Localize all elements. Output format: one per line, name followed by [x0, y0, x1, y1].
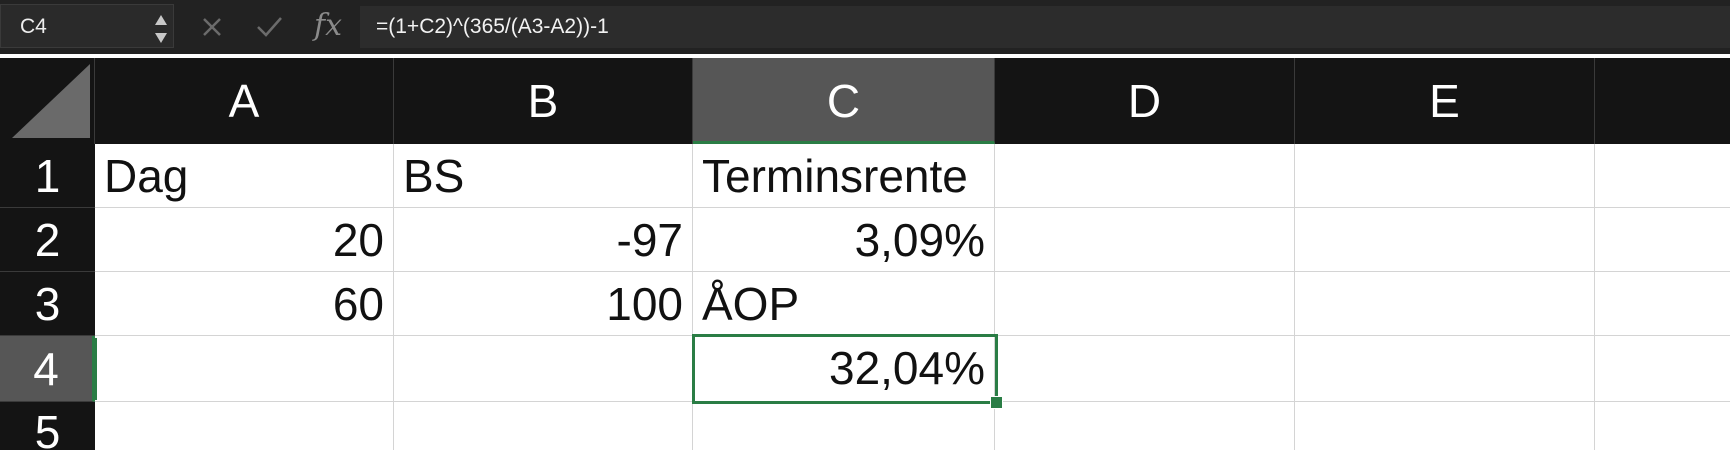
column-header-d[interactable]: D: [995, 58, 1295, 144]
cell-c2-value: 3,09%: [854, 214, 985, 266]
fill-handle[interactable]: [990, 396, 1003, 409]
cell-a3[interactable]: 60: [95, 272, 394, 336]
cell-d2[interactable]: [995, 208, 1295, 272]
cell-b4[interactable]: [394, 336, 693, 402]
cell-a1-value: Dag: [104, 150, 189, 202]
cell-d3[interactable]: [995, 272, 1295, 336]
cell-a4[interactable]: [95, 336, 394, 402]
cell-f2[interactable]: [1595, 208, 1730, 272]
cell-f4[interactable]: [1595, 336, 1730, 402]
name-box-stepper-icon[interactable]: [151, 12, 171, 46]
column-header-b[interactable]: B: [394, 58, 693, 144]
column-header-e[interactable]: E: [1295, 58, 1595, 144]
name-box-value: C4: [20, 15, 47, 38]
column-header-c[interactable]: C: [693, 58, 995, 144]
cell-b5[interactable]: [394, 402, 693, 450]
cell-c4[interactable]: 32,04%: [693, 336, 995, 402]
function-icon[interactable]: fx: [314, 8, 343, 43]
row-header-2[interactable]: 2: [0, 208, 95, 272]
formula-text: =(1+C2)^(365/(A3-A2))-1: [376, 15, 609, 38]
cell-b3[interactable]: 100: [394, 272, 693, 336]
cell-b2[interactable]: -97: [394, 208, 693, 272]
cell-f5[interactable]: [1595, 402, 1730, 450]
cell-a3-value: 60: [332, 278, 384, 330]
cell-e3[interactable]: [1295, 272, 1595, 336]
cell-d5[interactable]: [995, 402, 1295, 450]
cell-d4[interactable]: [995, 336, 1295, 402]
cell-e1[interactable]: [1295, 144, 1595, 208]
cell-e5[interactable]: [1295, 402, 1595, 450]
column-header-a[interactable]: A: [95, 58, 394, 144]
name-box[interactable]: C4: [0, 4, 174, 48]
cell-a1[interactable]: Dag: [95, 144, 394, 208]
cell-a5[interactable]: [95, 402, 394, 450]
row-header-5[interactable]: 5: [34, 406, 61, 450]
confirm-icon[interactable]: [254, 12, 284, 42]
cell-c1[interactable]: Terminsrente: [693, 144, 995, 208]
cell-c3-value: ÅOP: [702, 278, 800, 330]
cell-c4-value: 32,04%: [828, 342, 985, 394]
cell-c2[interactable]: 3,09%: [693, 208, 995, 272]
row-header-1[interactable]: 1: [0, 144, 95, 208]
cell-b1-value: BS: [403, 150, 465, 202]
column-header-f[interactable]: [1595, 58, 1730, 144]
row-header-4[interactable]: 4: [0, 336, 95, 402]
formula-bar: C4 fx =(1+C2)^(365/(A3-A2))-1: [0, 0, 1730, 54]
formula-input[interactable]: =(1+C2)^(365/(A3-A2))-1: [360, 6, 1730, 48]
cell-b1[interactable]: BS: [394, 144, 693, 208]
cell-a2-value: 20: [332, 214, 384, 266]
cell-f3[interactable]: [1595, 272, 1730, 336]
cell-c1-value: Terminsrente: [702, 150, 968, 202]
select-all-corner[interactable]: [0, 58, 95, 144]
cancel-icon[interactable]: [197, 12, 227, 42]
cell-f1[interactable]: [1595, 144, 1730, 208]
cell-b2-value: -97: [616, 214, 683, 266]
cell-a2[interactable]: 20: [95, 208, 394, 272]
cell-c3[interactable]: ÅOP: [693, 272, 995, 336]
cell-e2[interactable]: [1295, 208, 1595, 272]
cell-e4[interactable]: [1295, 336, 1595, 402]
row-header-3[interactable]: 3: [0, 272, 95, 336]
active-row-marker: [95, 338, 97, 400]
cell-b3-value: 100: [606, 278, 683, 330]
cell-c5[interactable]: [693, 402, 995, 450]
cell-d1[interactable]: [995, 144, 1295, 208]
